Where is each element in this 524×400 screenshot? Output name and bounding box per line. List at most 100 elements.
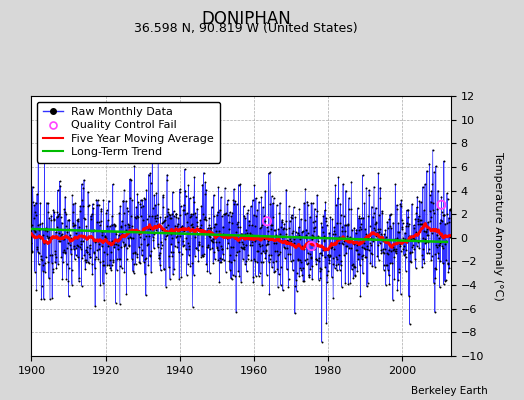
Point	[391, 248, 399, 254]
Point	[55, 230, 63, 236]
Point	[130, 248, 139, 255]
Point	[130, 163, 138, 169]
Point	[315, 250, 324, 256]
Point	[396, 243, 404, 249]
Point	[298, 243, 306, 250]
Point	[77, 245, 85, 252]
Point	[305, 274, 313, 280]
Text: 36.598 N, 90.819 W (United States): 36.598 N, 90.819 W (United States)	[135, 22, 358, 35]
Point	[192, 245, 200, 251]
Point	[128, 223, 136, 229]
Point	[235, 238, 243, 245]
Point	[252, 236, 260, 242]
Point	[423, 226, 431, 232]
Point	[109, 256, 117, 263]
Point	[306, 214, 314, 220]
Point	[126, 234, 135, 240]
Point	[40, 296, 48, 302]
Point	[328, 244, 336, 250]
Point	[309, 233, 318, 239]
Point	[207, 225, 215, 231]
Point	[39, 226, 48, 232]
Point	[163, 206, 172, 212]
Point	[376, 184, 384, 191]
Point	[75, 244, 84, 250]
Point	[316, 266, 325, 272]
Point	[318, 339, 326, 345]
Point	[402, 223, 410, 230]
Point	[264, 228, 272, 234]
Point	[89, 201, 97, 207]
Point	[287, 214, 296, 220]
Point	[108, 238, 117, 244]
Point	[353, 247, 361, 253]
Point	[246, 242, 255, 249]
Point	[417, 217, 425, 223]
Point	[299, 265, 307, 272]
Point	[438, 208, 446, 215]
Point	[169, 189, 177, 195]
Point	[31, 200, 40, 206]
Point	[77, 238, 85, 244]
Point	[117, 223, 125, 229]
Point	[270, 195, 278, 201]
Point	[188, 224, 196, 230]
Point	[253, 207, 261, 213]
Point	[400, 251, 409, 258]
Point	[46, 296, 54, 302]
Point	[379, 246, 387, 252]
Point	[170, 213, 179, 220]
Point	[98, 228, 106, 235]
Point	[78, 197, 86, 204]
Point	[278, 216, 286, 223]
Point	[352, 230, 360, 236]
Point	[226, 275, 235, 281]
Point	[94, 256, 102, 263]
Point	[377, 233, 386, 239]
Point	[227, 243, 235, 250]
Point	[96, 218, 105, 224]
Point	[105, 256, 114, 263]
Point	[437, 194, 445, 200]
Point	[381, 282, 390, 288]
Point	[114, 232, 123, 238]
Point	[219, 251, 227, 257]
Point	[147, 180, 155, 187]
Point	[334, 252, 343, 258]
Point	[126, 176, 134, 182]
Point	[433, 206, 442, 212]
Point	[234, 224, 242, 230]
Point	[184, 223, 192, 230]
Point	[244, 252, 253, 258]
Point	[99, 257, 107, 264]
Point	[440, 158, 448, 164]
Point	[236, 181, 245, 188]
Point	[42, 233, 51, 239]
Point	[403, 239, 411, 246]
Point	[412, 229, 420, 236]
Point	[112, 229, 120, 236]
Point	[38, 257, 46, 263]
Point	[110, 244, 118, 250]
Point	[104, 198, 113, 204]
Point	[175, 276, 183, 282]
Point	[267, 252, 275, 258]
Point	[435, 242, 443, 248]
Point	[410, 236, 418, 242]
Point	[45, 234, 53, 240]
Point	[161, 233, 170, 239]
Point	[424, 219, 432, 225]
Point	[255, 273, 263, 279]
Point	[177, 224, 185, 230]
Point	[97, 205, 105, 212]
Point	[289, 227, 298, 234]
Point	[56, 182, 64, 189]
Point	[307, 200, 315, 206]
Point	[434, 242, 443, 248]
Point	[365, 187, 373, 193]
Point	[357, 253, 366, 259]
Point	[87, 216, 95, 222]
Point	[317, 250, 325, 256]
Point	[180, 228, 189, 234]
Point	[61, 223, 70, 229]
